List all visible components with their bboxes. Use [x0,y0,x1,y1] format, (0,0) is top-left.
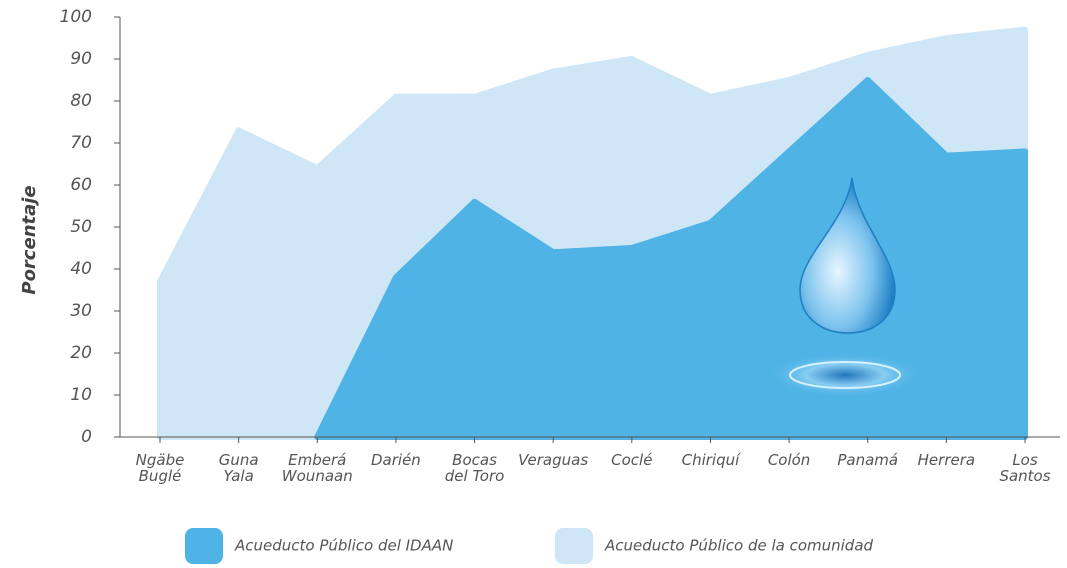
legend-label: Acueducto Público del IDAAN [234,537,453,555]
y-tick-label: 40 [70,259,92,279]
x-tick-label: Panamá [837,451,899,469]
y-tick-label: 10 [70,385,92,405]
y-tick-label: 70 [70,133,92,153]
water-drop [767,177,923,397]
y-tick-label: 50 [70,217,92,237]
x-tick-label: Herrera [917,451,976,469]
y-tick-label: 80 [70,91,92,111]
y-tick-label: 0 [81,427,92,447]
x-tick-label: Veraguas [518,451,589,469]
y-tick-label: 60 [70,175,92,195]
legend-label: Acueducto Público de la comunidad [604,537,874,555]
legend-swatch [185,528,223,564]
x-tick-label: Chiriquí [681,451,740,469]
x-tick-label: Coclé [611,451,653,469]
x-tick-label: Guna Yala [218,451,259,485]
x-tick-label: Los Santos [999,451,1051,485]
x-tick-label: Colón [767,451,811,469]
x-tick-label: Emberá Wounaan [281,451,353,485]
y-tick-label: 90 [70,49,92,69]
y-tick-label: 20 [70,343,92,363]
x-tick-label: Darién [371,451,421,469]
x-tick-label: Bocas del Toro [444,451,505,485]
y-tick-label: 100 [60,7,92,27]
x-tick-label: Ngäbe Buglé [135,451,185,485]
legend-swatch [555,528,593,564]
y-axis-label: Porcentaje [19,185,40,294]
area [314,77,1028,440]
y-tick-label: 30 [70,301,92,321]
